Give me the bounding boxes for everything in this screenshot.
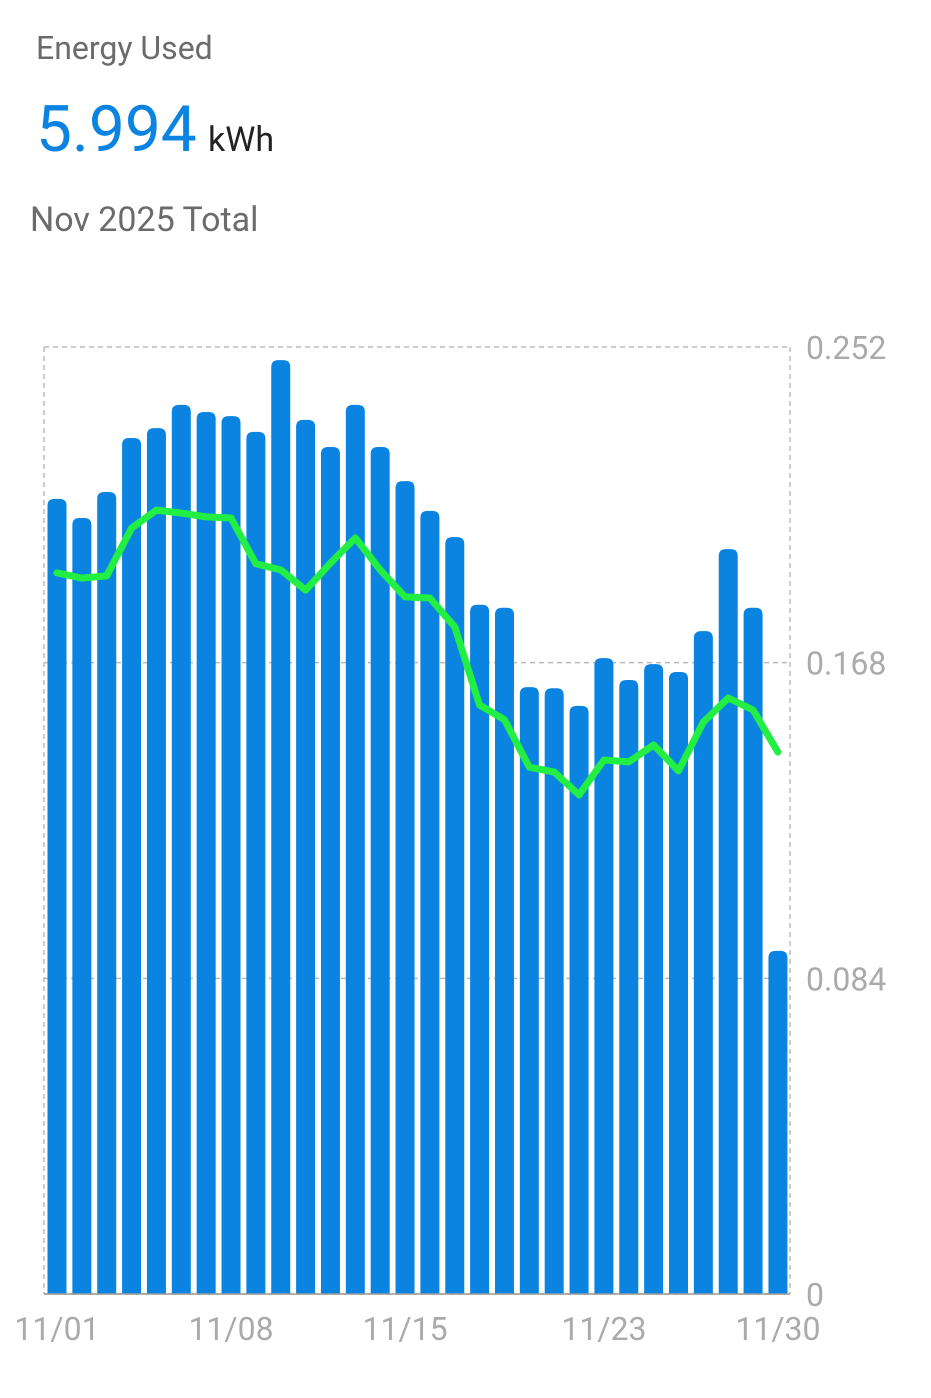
bar: [494, 607, 514, 1294]
bar: [470, 604, 490, 1294]
bar: [544, 688, 564, 1294]
bar: [768, 950, 788, 1294]
bar: [320, 446, 340, 1294]
bar: [122, 437, 142, 1294]
bar: [743, 607, 763, 1294]
bar: [171, 404, 191, 1295]
bar: [420, 510, 440, 1294]
period-label: Nov 2025 Total: [30, 200, 258, 240]
bar: [644, 664, 664, 1294]
x-tick-label: 11/08: [188, 1310, 273, 1348]
bar: [146, 428, 166, 1295]
trend-line: [53, 506, 782, 799]
x-tick-label: 11/15: [362, 1310, 447, 1348]
bar: [72, 517, 92, 1294]
y-tick-label: 0: [806, 1276, 824, 1314]
total-value: 5.994: [36, 92, 197, 167]
bar: [246, 431, 266, 1295]
bar: [370, 446, 390, 1294]
bar: [669, 672, 688, 1294]
bar: [196, 412, 216, 1294]
bar: [594, 658, 614, 1294]
y-tick-label: 0.084: [806, 960, 886, 998]
bar: [271, 360, 291, 1294]
bar: [296, 419, 316, 1295]
bar: [97, 492, 117, 1294]
bar: [47, 498, 67, 1294]
x-tick-label: 11/23: [561, 1310, 646, 1348]
x-tick-label: 11/01: [14, 1310, 99, 1348]
card-title: Energy Used: [36, 29, 213, 67]
bar: [718, 549, 738, 1294]
y-tick-label: 0.252: [806, 329, 886, 367]
bar: [619, 679, 639, 1294]
total-unit: kWh: [208, 120, 274, 160]
bar: [221, 416, 241, 1295]
bar: [519, 687, 539, 1294]
bar: [345, 404, 365, 1295]
y-tick-label: 0.168: [806, 645, 886, 683]
chart: 0 0.084 0.168 0.252 11/01 11/08 11/15 11/23 11/3…: [14, 329, 886, 1348]
bar: [693, 631, 713, 1294]
bar: [445, 537, 465, 1294]
x-tick-label: 11/30: [735, 1310, 820, 1348]
bar: [395, 481, 415, 1294]
bar: [569, 705, 589, 1294]
